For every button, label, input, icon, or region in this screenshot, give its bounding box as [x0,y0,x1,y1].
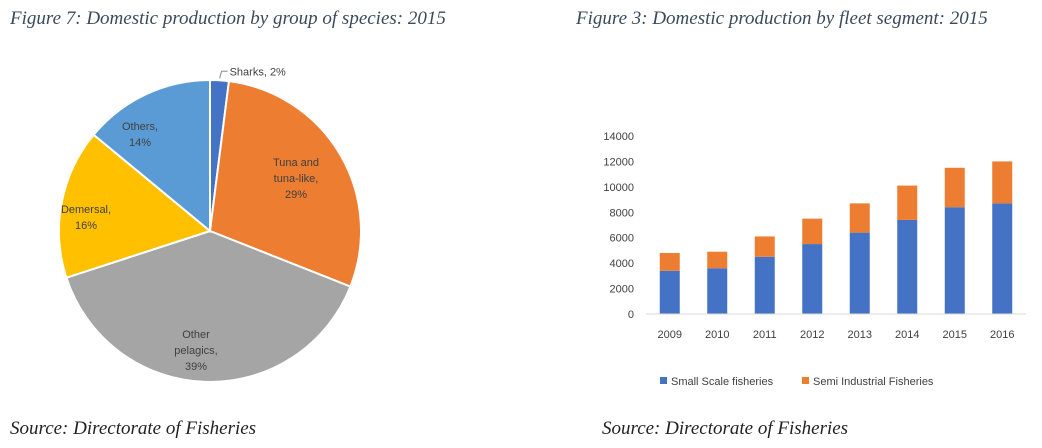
pie-label-others: Others, 14% [122,121,158,149]
pie-slice-tuna-and-tuna-like [208,80,362,288]
svg-text:39%: 39% [185,361,207,373]
pie-label-other-pelagics: Other pelagics, 39% [174,329,217,373]
svg-text:16%: 16% [75,220,97,232]
x-tick-label: 2016 [990,329,1014,341]
pie-slice-demersal [58,133,213,279]
y-tick-label: 4000 [610,258,634,270]
bar-semi-industrial-fisheries-2010 [707,251,728,269]
svg-text:14%: 14% [129,137,151,149]
pie-slice-others [92,78,211,234]
bar-small-scale-fisheries-2014 [897,219,918,314]
bar-semi-industrial-fisheries-2016 [992,161,1013,204]
pie-slice-other-pelagics [65,229,352,383]
fleet-bar-chart: 0 2000 4000 6000 8000 10000 12000 14000 2009 2010… [603,131,1026,388]
svg-text:Demersal,: Demersal, [61,204,111,216]
pie-label-sharks: Sharks, 2% [230,66,286,78]
y-tick-label: 10000 [603,182,634,194]
x-tick-label: 2015 [943,329,967,341]
legend-item-semi-industrial-fisheries: Semi Industrial Fisheries [802,376,934,388]
x-tick-label: 2012 [800,329,824,341]
y-tick-label: 14000 [603,131,634,143]
svg-text:Tuna and: Tuna and [273,157,319,169]
bar-semi-industrial-fisheries-2013 [849,203,870,233]
bar-small-scale-fisheries-2011 [754,256,775,314]
x-tick-label: 2014 [895,329,919,341]
legend-swatch [802,377,809,384]
legend-item-small-scale-fisheries: Small Scale fisheries [660,376,774,388]
svg-text:pelagics,: pelagics, [174,345,217,357]
svg-text:Other: Other [182,329,210,341]
x-tick-label: 2013 [848,329,872,341]
bar-semi-industrial-fisheries-2011 [754,236,775,257]
legend-label: Small Scale fisheries [671,376,774,388]
pie-chart-source: Source: Directorate of Fisheries [10,418,257,439]
y-tick-label: 6000 [610,233,634,245]
x-tick-label: 2009 [658,329,682,341]
y-tick-label: 12000 [603,156,634,168]
bar-semi-industrial-fisheries-2014 [897,185,918,220]
bar-chart-title: Figure 3: Domestic production by fleet s… [576,8,988,29]
bar-semi-industrial-fisheries-2012 [802,218,823,245]
bar-small-scale-fisheries-2016 [992,203,1013,314]
svg-text:tuna-like,: tuna-like, [274,173,319,185]
y-tick-label: 2000 [610,284,634,296]
bar-chart-source: Source: Directorate of Fisheries [602,418,849,439]
bar-small-scale-fisheries-2012 [802,244,823,314]
bar-small-scale-fisheries-2010 [707,268,728,314]
bar-semi-industrial-fisheries-2015 [944,167,965,208]
pie-label-demersal: Demersal, 16% [61,204,111,232]
pie-chart-title: Figure 7: Domestic production by group o… [10,8,446,29]
bar-small-scale-fisheries-2009 [659,270,680,314]
x-tick-label: 2010 [705,329,729,341]
y-tick-label: 8000 [610,207,634,219]
x-tick-label: 2011 [753,329,777,341]
sharks-leader-line [219,70,228,79]
svg-text:29%: 29% [285,189,307,201]
bar-small-scale-fisheries-2013 [849,232,870,314]
svg-text:Others,: Others, [122,121,158,133]
svg-text:Sharks, 2%: Sharks, 2% [230,66,286,78]
pie-label-tuna-and-tuna-like: Tuna and tuna-like, 29% [273,157,319,201]
species-pie-chart: Sharks, 2% Tuna and tuna-like, 29% Other pela… [58,66,362,383]
bar-small-scale-fisheries-2015 [944,207,965,314]
y-tick-label: 0 [628,309,634,321]
legend-label: Semi Industrial Fisheries [813,376,934,388]
bar-semi-industrial-fisheries-2009 [659,252,680,271]
legend-swatch [660,377,667,384]
